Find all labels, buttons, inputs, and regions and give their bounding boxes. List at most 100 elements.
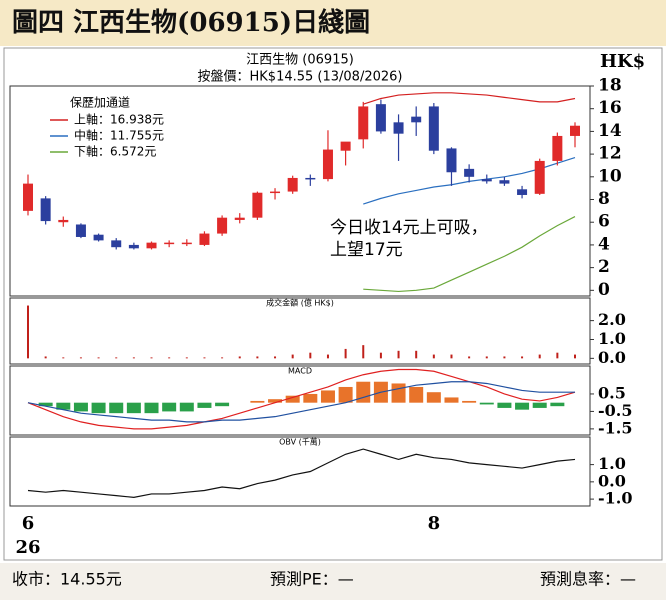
footer-pe: 預測PE：—	[270, 570, 354, 589]
panel-frame	[9, 365, 591, 436]
candle-body	[146, 242, 157, 249]
candle-body	[411, 116, 422, 123]
y-tick-label: -1.0	[598, 489, 632, 508]
macd-bar	[356, 381, 371, 403]
volume-bar	[27, 305, 29, 359]
volume-bar	[450, 354, 453, 359]
macd-bar	[303, 393, 318, 403]
macd-bar	[515, 402, 530, 410]
y-tick-label: -0.5	[598, 401, 632, 420]
macd-bar	[320, 390, 335, 403]
macd-bar	[497, 402, 512, 408]
candle-body	[517, 189, 528, 195]
volume-bar	[44, 356, 47, 359]
year-label: 26	[15, 537, 40, 558]
candle-body	[128, 244, 139, 249]
y-tick-label: 12	[598, 144, 622, 164]
volume-bar	[256, 356, 259, 359]
volume-bar	[238, 356, 241, 359]
macd-line	[27, 368, 576, 430]
y-tick-label: 0.5	[598, 383, 626, 402]
volume-bar	[150, 357, 153, 359]
panel-title: OBV (千萬)	[279, 437, 321, 447]
y-tick-label: 18	[598, 76, 622, 96]
candle-body	[199, 233, 210, 245]
candle-body	[93, 234, 104, 241]
candle-body	[358, 106, 369, 140]
y-tick-label: 0.0	[598, 348, 626, 367]
macd-bar	[479, 402, 494, 405]
header-band	[0, 0, 666, 46]
volume-bar	[309, 352, 312, 359]
candle-body	[499, 180, 510, 184]
candle-body	[23, 183, 33, 211]
header-title: 圖四 江西生物(06915)日綫圖	[12, 7, 370, 38]
candle-body	[552, 135, 563, 161]
y-tick-label: 10	[598, 166, 622, 186]
volume-bar	[115, 357, 118, 359]
macd-bar	[462, 400, 477, 403]
candle-body	[428, 106, 439, 151]
annotation: 今日收14元上可吸，	[330, 218, 488, 238]
y-tick-label: 2	[598, 257, 610, 277]
panel-frame	[9, 297, 591, 365]
panel-title: MACD	[288, 367, 312, 376]
candle-body	[252, 192, 263, 218]
volume-bar	[203, 357, 206, 359]
footer-close: 收市：14.55元	[12, 570, 122, 589]
macd-bar	[338, 386, 353, 403]
macd-bar	[444, 397, 459, 403]
volume-bar	[397, 350, 400, 359]
candle-body	[481, 179, 492, 182]
chart-title: 江西生物 (06915)	[246, 53, 354, 68]
x-tick-label: 6	[22, 513, 35, 534]
macd-bar	[197, 402, 212, 408]
candle-body	[534, 160, 545, 194]
macd-bar	[73, 402, 88, 412]
candle-body	[270, 191, 281, 194]
candle-body	[340, 141, 351, 151]
macd-line	[27, 381, 575, 423]
x-tick-label: 8	[428, 513, 441, 534]
legend-title: 保歷加通道	[70, 96, 130, 110]
panel-title: 成交金額 (億 HK$)	[266, 298, 334, 308]
y-tick-label: 1.0	[598, 329, 626, 348]
legend-label: 上軸：16.938元	[74, 113, 164, 127]
macd-bar	[91, 402, 106, 414]
volume-bar	[344, 348, 347, 359]
macd-bar	[109, 402, 124, 414]
y-tick-label: 6	[598, 212, 610, 232]
macd-bar	[409, 386, 424, 403]
band-line	[363, 216, 576, 293]
macd-bar	[126, 402, 141, 414]
macd-bar	[179, 402, 194, 412]
volume-bar	[79, 357, 82, 359]
volume-bar	[521, 356, 524, 359]
volume-bar	[432, 354, 435, 359]
obv-line	[27, 448, 576, 498]
macd-bar	[56, 402, 71, 410]
volume-bar	[379, 352, 382, 359]
candle-body	[217, 217, 228, 234]
candle-body	[164, 242, 175, 245]
unit-label: HK$	[600, 51, 645, 72]
y-tick-label: 8	[598, 189, 610, 209]
volume-bar	[485, 356, 488, 359]
volume-bar	[132, 357, 135, 359]
candle-body	[393, 122, 404, 134]
volume-bar	[274, 356, 277, 359]
candle-body	[40, 198, 51, 222]
volume-bar	[221, 357, 224, 359]
candle-body	[234, 217, 245, 220]
candle-body	[181, 242, 192, 245]
panel-frame	[9, 85, 591, 297]
candle-body	[464, 168, 475, 177]
candle-body	[570, 125, 580, 136]
volume-bar	[291, 354, 294, 359]
candle-body	[287, 177, 298, 192]
panel-frame	[9, 436, 591, 507]
volume-bar	[326, 354, 329, 359]
volume-bar	[185, 357, 188, 359]
